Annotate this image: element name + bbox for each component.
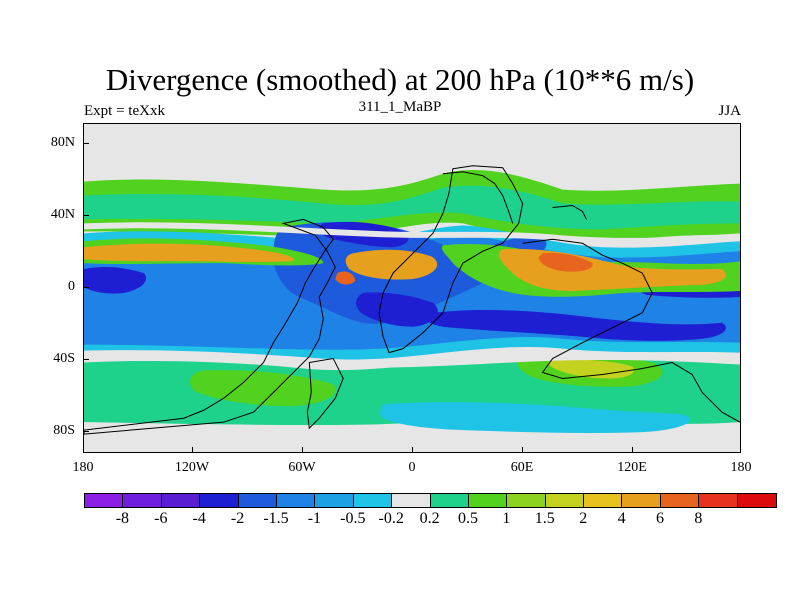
coastline-asia — [522, 238, 740, 423]
xlabel-120w: 120W — [174, 460, 210, 475]
colorbar-label-7: -0.2 — [378, 510, 404, 527]
colorbar-label-1: -6 — [154, 510, 168, 527]
colorbar-box-5 — [276, 494, 316, 507]
field-sneg-tropics — [425, 309, 726, 341]
ytick-40s — [83, 359, 89, 360]
xlabel-60w: 60W — [288, 460, 316, 475]
run-label: 311_1_MaBP — [358, 99, 442, 115]
colorbar — [84, 493, 778, 508]
ylabel-80s: 80S — [53, 423, 75, 438]
colorbar-box-7 — [353, 494, 393, 507]
ytick-40n — [83, 215, 89, 216]
colorbar-label-10: 1 — [502, 510, 511, 527]
colorbar-box-4 — [238, 494, 277, 507]
field-mpos-south-e — [548, 359, 635, 379]
colorbar-box-13 — [584, 494, 623, 507]
coastline-americas — [84, 218, 336, 435]
field-sneg-west — [84, 267, 147, 294]
coastline-north — [442, 171, 587, 224]
colorbar-box-2 — [161, 494, 201, 507]
colorbar-box-10 — [468, 494, 508, 507]
colorbar-label-9: 0.5 — [458, 510, 478, 527]
xlabel-180w: 180 — [72, 460, 94, 475]
coastline-south — [306, 358, 344, 430]
colorbar-box-15 — [660, 494, 700, 507]
xlabel-60e: 60E — [510, 460, 534, 475]
divergence-map — [84, 124, 740, 452]
colorbar-label-4: -1.5 — [263, 510, 289, 527]
coastline-layer — [84, 165, 740, 435]
colorbar-box-12 — [545, 494, 585, 507]
colorbar-box-14 — [622, 494, 661, 507]
colorbar-box-3 — [200, 494, 239, 507]
colorbar-label-6: -0.5 — [340, 510, 366, 527]
ylabel-40s: 40S — [53, 351, 75, 366]
colorbar-box-17 — [737, 494, 777, 507]
colorbar-label-8: 0.2 — [419, 510, 440, 527]
xtick-60e — [522, 447, 523, 453]
ylabel-80n: 80N — [50, 135, 75, 150]
season-label: JJA — [718, 103, 741, 119]
field-spos-tropic-n — [84, 243, 295, 263]
colorbar-label-2: -4 — [192, 510, 206, 527]
experiment-label: Expt = teXxk — [84, 103, 165, 119]
colorbar-box-1 — [123, 494, 162, 507]
ylabel-0: 0 — [68, 279, 75, 294]
xtick-120e — [632, 447, 633, 453]
colorbar-label-3: -2 — [230, 510, 245, 527]
field-lneg-south — [379, 402, 690, 433]
colorbar-label-12: 2 — [579, 510, 588, 527]
colorbar-box-11 — [507, 494, 546, 507]
colorbar-label-5: -1 — [307, 510, 322, 527]
colorbar-label-11: 1.5 — [534, 510, 555, 527]
field-sneg-south — [356, 292, 438, 327]
colorbar-label-13: 4 — [617, 510, 626, 527]
colorbar-label-15: 8 — [694, 510, 703, 527]
colorbar-box-16 — [699, 494, 738, 507]
field-lpos-north — [84, 185, 740, 230]
ylabel-40n: 40N — [50, 207, 75, 222]
field-spos-center — [345, 249, 438, 280]
xlabel-0: 0 — [408, 460, 416, 475]
colorbar-label-0: -8 — [115, 510, 130, 527]
colorbar-box-6 — [315, 494, 354, 507]
colorbar-box-9 — [430, 494, 469, 507]
ytick-80s — [83, 431, 89, 432]
field-maxp-center — [335, 271, 356, 285]
xtick-0 — [412, 447, 413, 453]
field-pos-south — [190, 370, 336, 407]
colorbar-box-8 — [392, 494, 431, 507]
map-panel — [83, 123, 741, 453]
xtick-120w — [192, 447, 193, 453]
field-maxp-ne — [538, 252, 593, 272]
colorbar-label-14: 6 — [656, 510, 664, 527]
neutral-gap-north — [84, 222, 740, 244]
colorbar-box-0 — [85, 494, 124, 507]
ytick-80n — [83, 143, 89, 144]
neutral-gap-south — [84, 350, 740, 368]
xtick-60w — [302, 447, 303, 453]
xlabel-120e: 120E — [617, 460, 647, 475]
map-title: Divergence (smoothed) at 200 hPa (10**6 … — [105, 62, 695, 97]
ytick-0 — [83, 287, 89, 288]
coastline-africa — [378, 165, 524, 354]
xlabel-180e: 180 — [730, 460, 752, 475]
